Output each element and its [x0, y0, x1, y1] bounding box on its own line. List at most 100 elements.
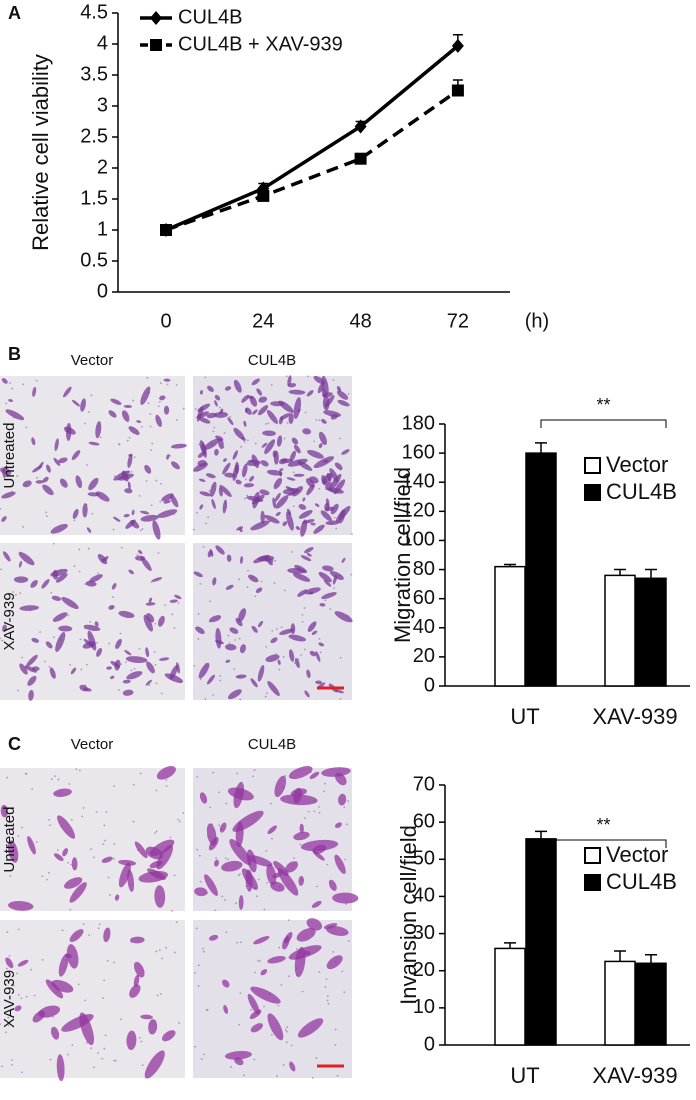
debris — [101, 558, 103, 561]
x-tick-label: UT — [510, 704, 539, 729]
cell — [159, 657, 170, 661]
cell — [80, 398, 86, 412]
cell — [302, 497, 306, 502]
debris — [169, 454, 172, 457]
cell — [1, 491, 16, 499]
debris — [126, 420, 129, 423]
debris — [85, 503, 88, 506]
debris — [229, 415, 232, 418]
cell — [199, 792, 208, 804]
debris — [113, 785, 115, 788]
debris — [339, 697, 342, 700]
cell — [273, 477, 283, 490]
cell — [260, 460, 269, 467]
debris — [307, 375, 310, 378]
debris — [253, 887, 256, 889]
image-column-label: CUL4B — [248, 352, 296, 369]
debris — [158, 949, 161, 952]
cell — [227, 787, 254, 801]
debris — [313, 799, 316, 802]
debris — [0, 1065, 3, 1068]
debris — [119, 632, 122, 635]
debris — [347, 393, 350, 395]
debris — [292, 505, 295, 508]
x-tick-label: XAV-939 — [592, 704, 677, 729]
cell — [274, 492, 281, 502]
debris — [286, 1026, 288, 1029]
cell — [214, 448, 219, 456]
cell — [205, 473, 216, 479]
debris — [99, 436, 102, 439]
debris — [198, 443, 201, 446]
debris — [173, 627, 176, 629]
cell — [309, 650, 316, 657]
legend-label: CUL4B + XAV-939 — [178, 33, 343, 55]
legend-marker — [150, 11, 162, 25]
cell — [260, 969, 268, 976]
cell — [58, 954, 69, 977]
debris — [176, 419, 178, 421]
debris — [124, 661, 127, 664]
debris — [307, 810, 310, 813]
debris — [140, 1040, 143, 1043]
cell — [118, 859, 137, 866]
debris — [164, 604, 167, 607]
cell — [275, 495, 289, 509]
cell — [79, 684, 89, 692]
debris — [166, 383, 169, 386]
debris — [209, 806, 212, 809]
debris — [51, 778, 53, 780]
cell — [35, 480, 45, 484]
bar — [635, 577, 667, 687]
cell — [329, 473, 342, 490]
cell — [145, 679, 152, 686]
cell — [250, 678, 258, 688]
debris — [194, 1045, 197, 1048]
debris — [245, 885, 248, 888]
y-tick-label: 20 — [413, 959, 435, 981]
cell — [274, 775, 287, 798]
debris — [5, 402, 8, 405]
marker — [451, 84, 464, 97]
cell — [56, 1054, 65, 1082]
debris — [153, 651, 156, 654]
cell — [27, 836, 36, 855]
debris — [246, 869, 249, 872]
debris — [199, 582, 202, 585]
debris — [239, 873, 241, 875]
cell — [214, 859, 220, 867]
cell — [82, 641, 96, 649]
debris — [136, 554, 139, 556]
debris — [112, 596, 114, 598]
debris — [155, 682, 158, 685]
y-axis-title: Invansion cell/field — [396, 825, 421, 1005]
debris — [10, 844, 13, 846]
y-tick-label: 1 — [97, 218, 108, 240]
debris — [133, 519, 136, 522]
cell — [123, 404, 133, 408]
cell — [110, 398, 122, 405]
debris — [67, 614, 70, 617]
debris — [286, 421, 289, 424]
debris — [257, 878, 260, 881]
cell — [7, 840, 19, 863]
debris — [150, 504, 153, 507]
debris — [81, 815, 84, 818]
cell — [159, 395, 166, 401]
debris — [169, 836, 172, 839]
debris — [303, 607, 306, 609]
cell — [114, 659, 121, 671]
debris — [165, 779, 168, 781]
cell — [241, 463, 248, 478]
cell — [225, 584, 234, 590]
debris — [329, 608, 332, 611]
cell — [122, 679, 131, 684]
y-tick-label: 10 — [413, 996, 435, 1018]
debris — [214, 909, 217, 912]
debris — [333, 587, 335, 589]
cell — [55, 632, 66, 652]
debris — [318, 419, 321, 422]
cell — [293, 572, 311, 582]
debris — [86, 464, 88, 466]
cell — [31, 637, 40, 643]
